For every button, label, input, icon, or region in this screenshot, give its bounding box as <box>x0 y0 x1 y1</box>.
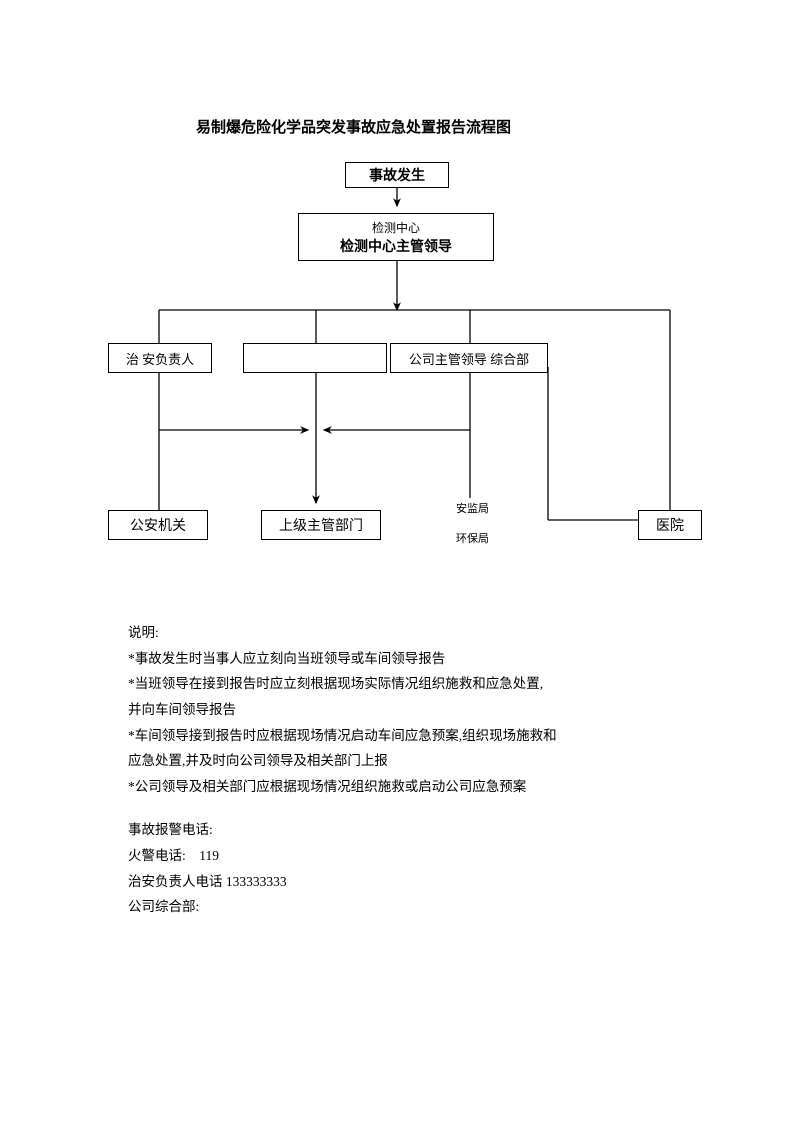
note-line: *当班领导在接到报告时应立刻根据现场实际情况组织施救和应急处置, <box>128 671 557 697</box>
note-line: 治安负责人电话 133333333 <box>128 869 557 895</box>
note-line: *车间领导接到报告时应根据现场情况启动车间应急预案,组织现场施救和 <box>128 723 557 749</box>
node-center: 检测中心 检测中心主管领导 <box>298 213 494 261</box>
notes-block: 说明:*事故发生时当事人应立刻向当班领导或车间领导报告*当班领导在接到报告时应立… <box>128 620 557 920</box>
note-line: 公司综合部: <box>128 894 557 920</box>
note-line: *事故发生时当事人应立刻向当班领导或车间领导报告 <box>128 646 557 672</box>
node-hospital-label: 医院 <box>656 515 684 535</box>
node-company: 公司主管领导 综合部 <box>390 343 548 373</box>
node-center-line1: 检测中心 <box>372 219 420 236</box>
note-line: 火警电话: 119 <box>128 843 557 869</box>
node-accident-label: 事故发生 <box>369 165 425 185</box>
note-line: 事故报警电话: <box>128 817 557 843</box>
node-security: 治 安负责人 <box>108 343 212 373</box>
node-superior-label: 上级主管部门 <box>279 515 363 535</box>
node-accident: 事故发生 <box>345 162 449 188</box>
node-hospital: 医院 <box>638 510 702 540</box>
note-line: 应急处置,并及时向公司领导及相关部门上报 <box>128 748 557 774</box>
page-title: 易制爆危险化学品突发事故应急处置报告流程图 <box>196 116 511 137</box>
node-midbox <box>243 343 387 373</box>
label-anjian: 安监局 <box>456 500 489 516</box>
note-line: 说明: <box>128 620 557 646</box>
node-police: 公安机关 <box>108 510 208 540</box>
node-security-label: 治 安负责人 <box>126 349 194 368</box>
note-line: *公司领导及相关部门应根据现场情况组织施救或启动公司应急预案 <box>128 774 557 800</box>
node-company-label: 公司主管领导 综合部 <box>409 349 529 368</box>
node-center-line2: 检测中心主管领导 <box>340 236 452 256</box>
note-line: 并向车间领导报告 <box>128 697 557 723</box>
label-huanbao: 环保局 <box>456 530 489 546</box>
node-police-label: 公安机关 <box>130 515 186 535</box>
node-superior: 上级主管部门 <box>261 510 381 540</box>
